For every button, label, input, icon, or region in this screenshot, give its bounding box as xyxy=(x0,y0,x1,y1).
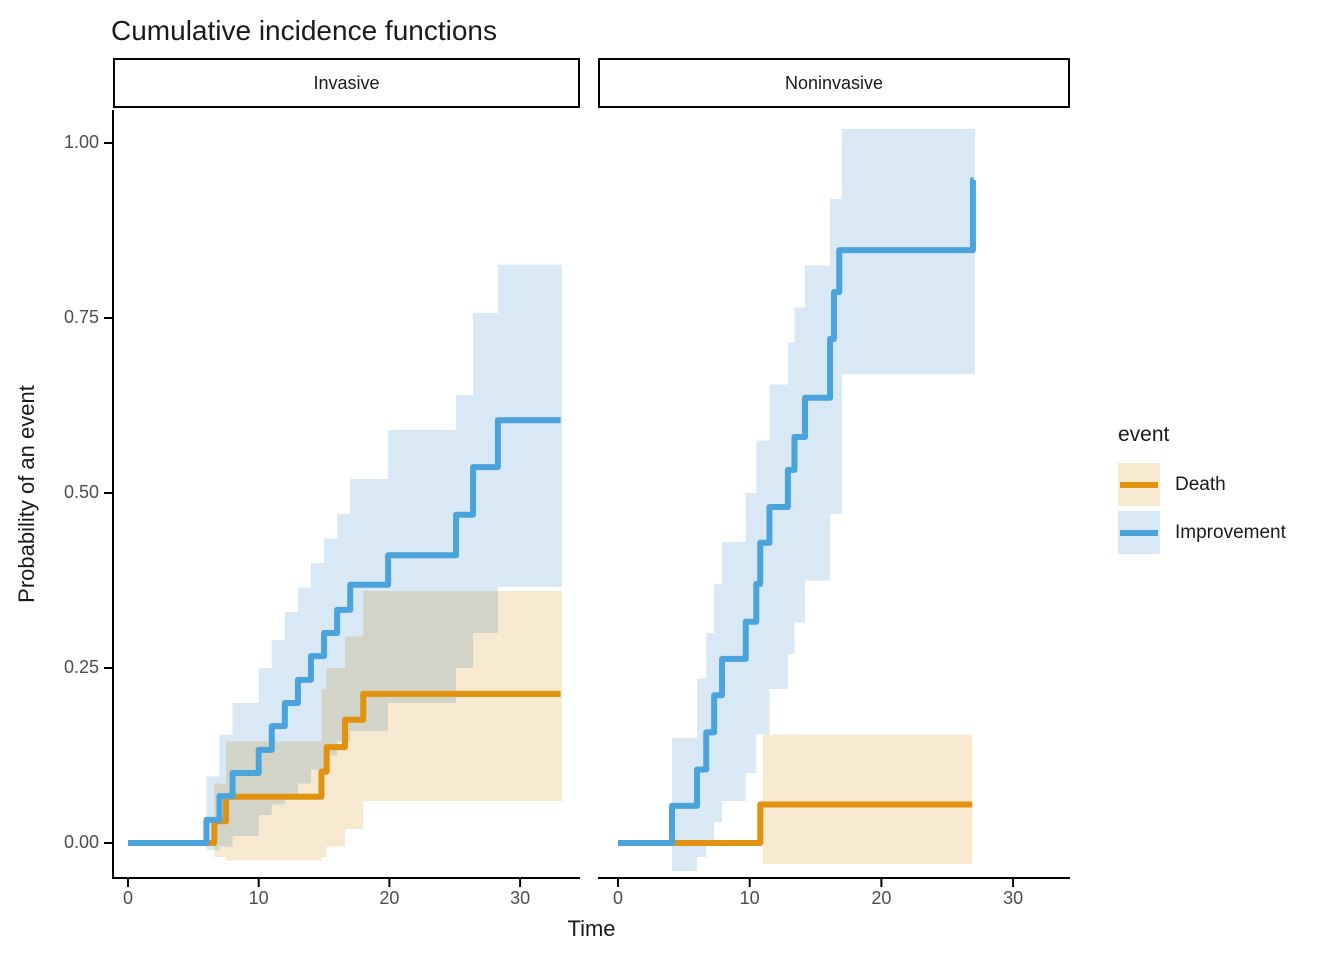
y-tick-label: 0.25 xyxy=(63,657,99,677)
legend-entry-death: Death xyxy=(1118,463,1286,506)
x-axis-title: Time xyxy=(567,916,616,941)
x-tick-label: 10 xyxy=(739,888,760,908)
cif-line-death-noninvasive xyxy=(618,801,973,846)
cif-line-improvement-invasive xyxy=(128,417,561,846)
facet-strip-invasive: Invasive xyxy=(113,58,580,108)
ci-band-improvement-noninvasive xyxy=(671,129,975,871)
legend-keyline-death xyxy=(1120,481,1158,488)
cif-line-improvement-noninvasive xyxy=(618,177,976,846)
y-tick-label: 0.00 xyxy=(63,832,99,852)
facet-strip-noninvasive: Noninvasive xyxy=(598,58,1070,108)
legend-entry-improvement: Improvement xyxy=(1118,511,1286,554)
legend-title: event xyxy=(1118,423,1170,446)
x-tick-label: 0 xyxy=(122,888,133,908)
x-tick-label: 30 xyxy=(510,888,531,908)
legend-label-improvement: Improvement xyxy=(1175,521,1286,543)
x-tick-label: 10 xyxy=(248,888,269,908)
legend: event Death Improvement xyxy=(1118,423,1286,559)
legend-keyline-improvement xyxy=(1120,529,1158,536)
ci-band-death-invasive xyxy=(214,591,562,861)
x-tick-label: 20 xyxy=(379,888,400,908)
chart-title: Cumulative incidence functions xyxy=(111,15,497,46)
x-tick-label: 30 xyxy=(1003,888,1024,908)
y-tick-label: 1.00 xyxy=(63,132,99,152)
y-tick-label: 0.50 xyxy=(63,482,99,502)
x-tick-label: 20 xyxy=(871,888,892,908)
facet-label-invasive: Invasive xyxy=(313,72,380,93)
legend-label-death: Death xyxy=(1175,473,1226,495)
ci-band-death-noninvasive xyxy=(762,734,973,864)
x-tick-label: 0 xyxy=(612,888,623,908)
legend-swatch-improvement xyxy=(1118,511,1160,554)
legend-swatch-death xyxy=(1118,463,1160,506)
facet-label-noninvasive: Noninvasive xyxy=(784,72,884,93)
y-axis-title: Probability of an event xyxy=(14,385,39,603)
y-tick-label: 0.75 xyxy=(63,307,99,327)
